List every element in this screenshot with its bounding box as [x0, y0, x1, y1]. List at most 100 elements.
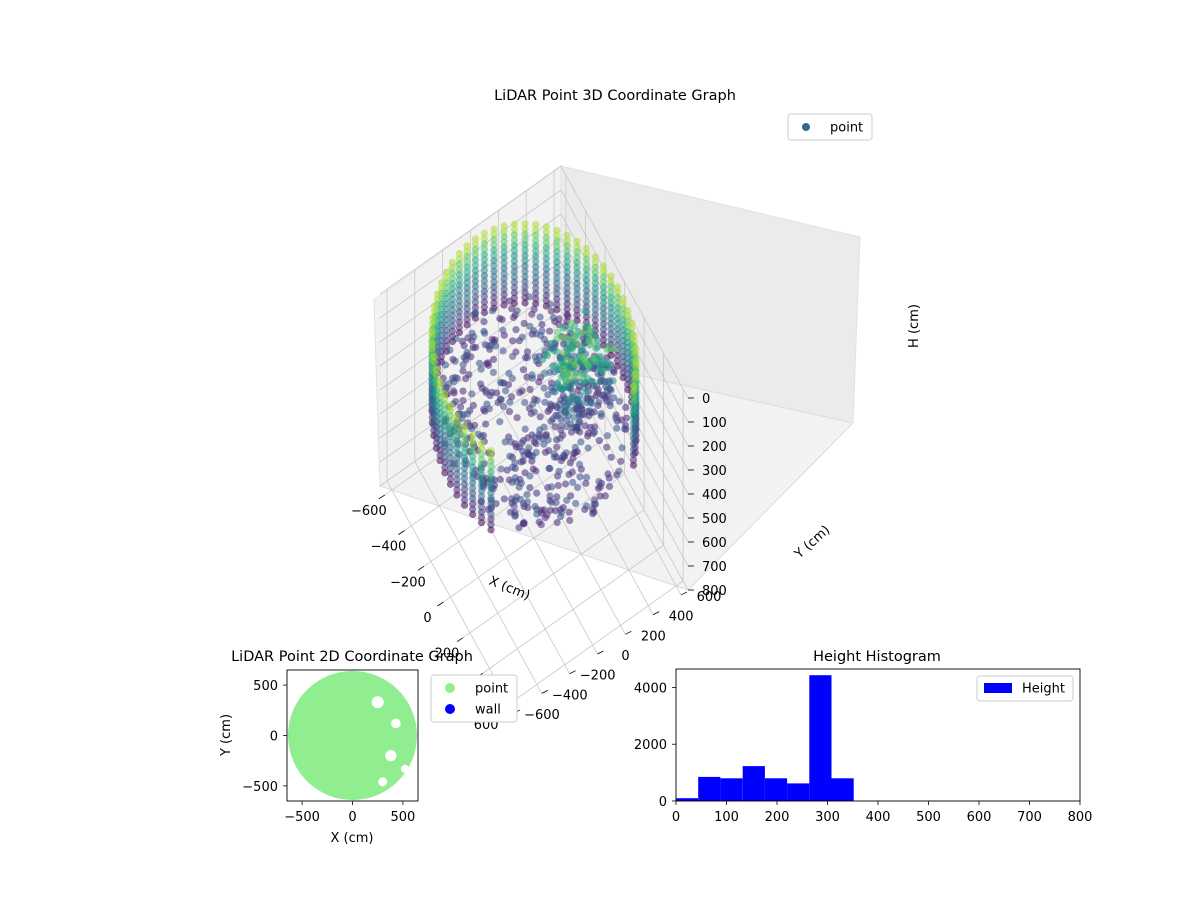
- point-3d: [542, 286, 550, 294]
- legend-histogram-frame: [976, 675, 1074, 702]
- x-axis-label-2d: X (cm): [331, 831, 374, 846]
- point-3d: [541, 369, 549, 377]
- point-3d: [448, 327, 456, 335]
- point-3d: [496, 395, 504, 403]
- point-3d: [573, 274, 581, 282]
- point-3d: [437, 284, 446, 292]
- point-3d: [460, 496, 469, 504]
- point-3d: [487, 521, 495, 529]
- point-3d: [442, 273, 451, 282]
- point-3d: [453, 454, 461, 462]
- point-3d: [548, 498, 556, 506]
- point-3d: [599, 325, 608, 333]
- point-3d: [553, 328, 562, 336]
- point-3d: [581, 307, 589, 315]
- point-3d: [471, 304, 479, 312]
- point-3d: [566, 516, 574, 525]
- point-3d: [549, 314, 558, 322]
- point-3d: [533, 489, 541, 497]
- y-axis-label-3d: Y (cm): [791, 523, 833, 563]
- x-tick-label-histogram: 700: [1017, 810, 1042, 825]
- y-tick-label-histogram: 0: [659, 795, 667, 810]
- point-3d: [553, 274, 561, 282]
- point-3d: [453, 486, 461, 494]
- point-3d: [460, 485, 469, 493]
- point-3d: [596, 492, 604, 500]
- point-3d: [521, 262, 529, 270]
- point-3d: [477, 482, 486, 490]
- grid-line-h: [379, 189, 689, 423]
- point-3d: [573, 248, 581, 256]
- point-3d: [582, 260, 591, 268]
- y-tick-label-histogram: 4000: [634, 681, 667, 696]
- point-3d: [441, 437, 449, 445]
- point-3d: [575, 396, 583, 405]
- point-3d: [469, 495, 477, 503]
- point-3d: [553, 248, 561, 256]
- point-3d: [595, 437, 604, 445]
- point-3d: [500, 264, 508, 272]
- point-3d: [459, 361, 467, 369]
- point-3d: [599, 331, 608, 339]
- point-3d: [546, 327, 554, 335]
- point-3d: [442, 268, 451, 276]
- point-3d: [510, 289, 518, 297]
- point-3d: [430, 352, 438, 360]
- point-3d: [541, 398, 549, 406]
- point-3d: [477, 487, 486, 495]
- point-3d: [607, 320, 615, 328]
- point-3d: [601, 359, 609, 367]
- point-3d: [442, 332, 451, 340]
- point-3d: [463, 252, 471, 260]
- point-3d: [613, 330, 622, 338]
- point-3d: [582, 266, 591, 274]
- point-3d: [448, 374, 457, 382]
- point-3d: [570, 332, 578, 340]
- point-3d: [477, 439, 486, 448]
- point-3d: [542, 255, 550, 263]
- point-3d: [540, 440, 548, 448]
- point-3d: [455, 276, 463, 284]
- point-3d: [471, 277, 479, 285]
- point-2d-gap: [378, 777, 388, 787]
- grid-line-y: [414, 461, 543, 694]
- point-3d: [516, 389, 524, 397]
- point-3d: [433, 295, 442, 303]
- histogram-bar: [787, 783, 810, 801]
- point-3d: [613, 299, 622, 307]
- x-tick-label-3d: 0: [423, 611, 431, 626]
- point-3d: [599, 278, 608, 286]
- point-3d: [599, 272, 608, 281]
- point-3d: [523, 348, 532, 356]
- point-3d: [480, 303, 488, 311]
- point-3d: [442, 305, 451, 313]
- point-3d: [500, 269, 508, 277]
- point-3d: [453, 412, 461, 420]
- point-3d: [480, 282, 488, 290]
- point-3d: [446, 443, 455, 451]
- point-3d: [441, 463, 449, 472]
- point-3d: [469, 442, 477, 450]
- point-3d: [538, 320, 546, 329]
- point-3d: [442, 316, 451, 324]
- point-3d: [599, 283, 608, 291]
- point-3d: [481, 329, 489, 337]
- histogram-title: Height Histogram: [813, 649, 941, 665]
- point-3d: [553, 306, 561, 314]
- point-3d: [480, 277, 488, 285]
- point-3d: [509, 313, 518, 322]
- y-tick-3d: [680, 591, 688, 596]
- point-3d: [613, 352, 622, 360]
- point-3d: [496, 314, 504, 323]
- point-3d: [453, 470, 461, 478]
- point-3d: [500, 402, 508, 410]
- point-3d: [469, 437, 477, 445]
- x-tick-label-3d: −200: [390, 575, 426, 590]
- point-3d: [482, 389, 490, 397]
- point-3d: [500, 290, 508, 299]
- point-3d: [455, 308, 463, 316]
- point-3d: [582, 313, 591, 321]
- point-3d: [500, 285, 508, 293]
- point-3d: [480, 308, 488, 317]
- point-3d: [536, 426, 544, 434]
